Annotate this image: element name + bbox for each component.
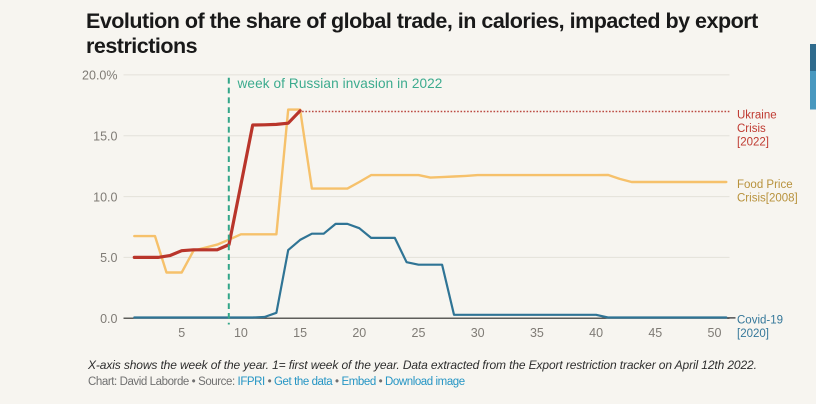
svg-text:0.0: 0.0 xyxy=(100,312,117,326)
svg-text:Ukraine: Ukraine xyxy=(737,110,777,122)
svg-text:30: 30 xyxy=(471,326,485,340)
svg-text:Food Price: Food Price xyxy=(737,179,793,191)
svg-text:50: 50 xyxy=(708,326,722,340)
svg-text:5.0: 5.0 xyxy=(100,251,117,265)
svg-text:10.0: 10.0 xyxy=(93,190,117,204)
svg-text:25: 25 xyxy=(412,326,426,340)
svg-text:35: 35 xyxy=(530,326,544,340)
svg-text:40: 40 xyxy=(589,326,603,340)
svg-text:45: 45 xyxy=(648,326,662,340)
svg-text:5: 5 xyxy=(178,326,185,340)
svg-text:[2020]: [2020] xyxy=(737,328,769,340)
svg-text:Covid-19: Covid-19 xyxy=(737,315,783,327)
svg-text:Crisis[2008]: Crisis[2008] xyxy=(737,193,798,205)
svg-text:[2022]: [2022] xyxy=(737,136,769,148)
svg-text:Crisis: Crisis xyxy=(737,123,766,135)
svg-text:15.0: 15.0 xyxy=(93,130,117,144)
svg-text:20.0%: 20.0% xyxy=(82,69,117,83)
svg-text:20: 20 xyxy=(352,326,366,340)
svg-text:15: 15 xyxy=(293,326,307,340)
svg-text:10: 10 xyxy=(234,326,248,340)
svg-text:week of Russian invasion in 20: week of Russian invasion in 2022 xyxy=(237,76,443,91)
